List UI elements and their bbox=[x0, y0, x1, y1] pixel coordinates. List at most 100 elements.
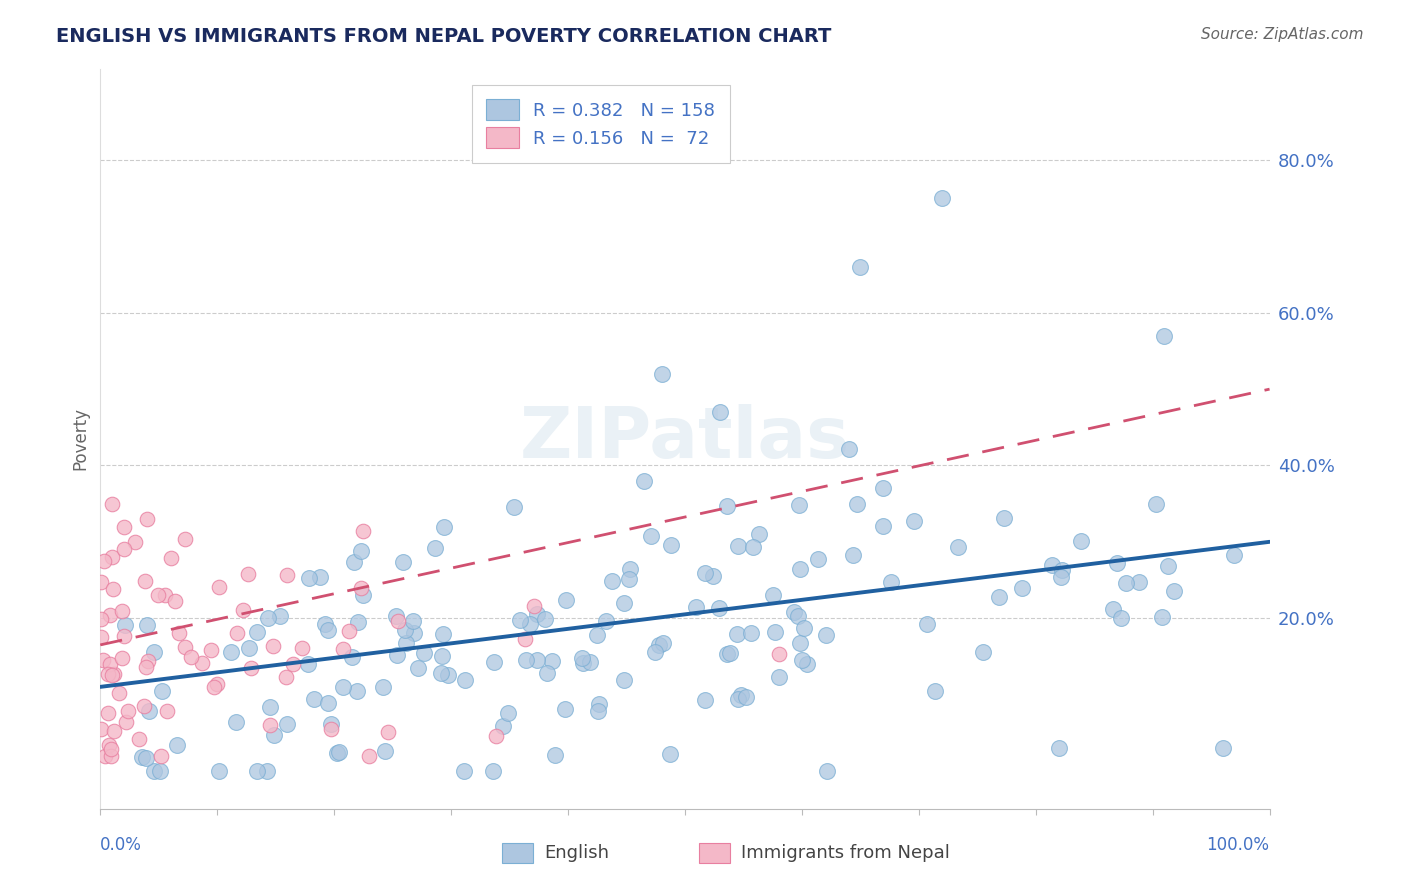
Point bbox=[257, 611, 280, 625]
Point bbox=[326, 746, 349, 760]
Point bbox=[725, 627, 748, 641]
Point bbox=[236, 567, 259, 582]
Point bbox=[238, 640, 260, 655]
Point bbox=[112, 519, 135, 533]
Point bbox=[200, 643, 222, 657]
Point bbox=[350, 581, 373, 595]
Point bbox=[793, 621, 815, 635]
Point bbox=[554, 592, 576, 607]
Point bbox=[385, 609, 408, 624]
Point bbox=[768, 669, 790, 683]
Point bbox=[727, 691, 749, 706]
Point bbox=[633, 474, 655, 488]
Point bbox=[232, 603, 254, 617]
Point bbox=[789, 562, 811, 576]
Point bbox=[693, 693, 716, 707]
Point bbox=[319, 722, 342, 736]
Point bbox=[357, 748, 380, 763]
Point bbox=[316, 623, 339, 637]
Point bbox=[579, 655, 602, 669]
Point bbox=[112, 629, 135, 643]
Point bbox=[685, 600, 707, 615]
Text: Immigrants from Nepal: Immigrants from Nepal bbox=[741, 844, 950, 862]
Point bbox=[395, 636, 418, 650]
Point bbox=[114, 618, 136, 632]
Point bbox=[281, 657, 304, 672]
Point bbox=[131, 750, 153, 764]
Point bbox=[205, 676, 228, 690]
Point bbox=[225, 714, 247, 729]
Point bbox=[337, 624, 360, 639]
Point bbox=[429, 666, 451, 681]
Point bbox=[138, 704, 160, 718]
Point bbox=[1050, 570, 1073, 584]
Point bbox=[246, 624, 269, 639]
Point bbox=[536, 666, 558, 681]
Point bbox=[846, 497, 869, 511]
Point bbox=[402, 614, 425, 628]
Point bbox=[432, 626, 454, 640]
Point bbox=[101, 582, 124, 596]
Point bbox=[155, 588, 177, 602]
Point bbox=[644, 645, 666, 659]
Point bbox=[498, 706, 520, 720]
Point bbox=[297, 657, 319, 671]
Point bbox=[269, 609, 291, 624]
Point bbox=[742, 540, 765, 554]
Point bbox=[1107, 556, 1129, 570]
Point bbox=[453, 764, 475, 778]
Point bbox=[100, 668, 122, 682]
Point bbox=[90, 612, 112, 626]
Point bbox=[134, 698, 156, 713]
Point bbox=[789, 636, 811, 650]
Point bbox=[332, 642, 354, 657]
Point bbox=[114, 714, 136, 729]
Point bbox=[915, 617, 938, 632]
Point bbox=[880, 574, 903, 589]
Point bbox=[262, 639, 284, 653]
Point bbox=[136, 512, 159, 526]
Point bbox=[90, 630, 112, 644]
Point bbox=[509, 613, 531, 627]
Point bbox=[1150, 610, 1173, 624]
Point bbox=[124, 534, 146, 549]
Point bbox=[768, 647, 790, 661]
Point bbox=[640, 529, 662, 543]
Point bbox=[135, 618, 157, 632]
Point bbox=[651, 367, 673, 381]
Point bbox=[90, 722, 112, 736]
Text: English: English bbox=[544, 844, 609, 862]
Point bbox=[814, 628, 837, 642]
Point bbox=[142, 764, 165, 778]
Point bbox=[993, 511, 1015, 525]
Point bbox=[972, 645, 994, 659]
Point bbox=[259, 699, 281, 714]
Point bbox=[600, 574, 623, 589]
Point bbox=[1212, 740, 1234, 755]
Point bbox=[98, 608, 121, 623]
Point bbox=[112, 542, 135, 557]
Point bbox=[163, 593, 186, 607]
Point bbox=[595, 614, 617, 628]
Point bbox=[135, 751, 157, 765]
Point bbox=[246, 764, 269, 778]
Point bbox=[586, 704, 609, 718]
Point bbox=[433, 520, 456, 534]
Point bbox=[180, 650, 202, 665]
Point bbox=[659, 747, 682, 761]
Point bbox=[1011, 581, 1033, 595]
Point bbox=[716, 647, 738, 661]
Point bbox=[1070, 533, 1092, 548]
Point bbox=[763, 624, 786, 639]
Point bbox=[208, 764, 231, 778]
Point bbox=[1115, 575, 1137, 590]
Point bbox=[352, 588, 374, 602]
Point bbox=[263, 728, 285, 742]
Point bbox=[350, 544, 373, 558]
Point bbox=[135, 660, 157, 674]
Point bbox=[841, 549, 863, 563]
Point bbox=[534, 612, 557, 626]
Point bbox=[659, 538, 682, 552]
Point bbox=[1102, 602, 1125, 616]
Point bbox=[101, 497, 124, 511]
